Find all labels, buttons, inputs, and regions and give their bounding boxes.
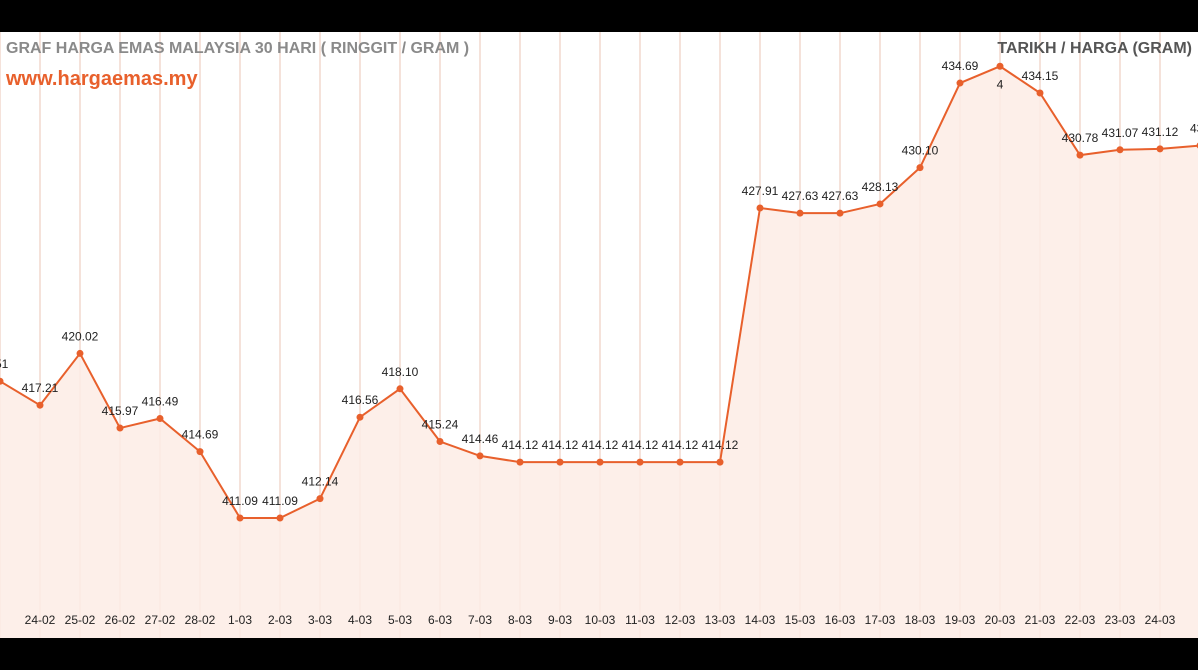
x-tick-label: 26-02: [105, 613, 136, 627]
data-label: 414.12: [702, 438, 739, 452]
x-tick-label: 23-03: [1105, 613, 1136, 627]
data-point: [1116, 146, 1124, 154]
data-point: [916, 164, 924, 172]
data-point: [316, 495, 324, 503]
data-label: 414.46: [462, 432, 499, 446]
data-label: 416.49: [142, 394, 179, 408]
data-label: 414.12: [582, 438, 619, 452]
x-tick-label: 2-03: [268, 613, 292, 627]
x-tick-label: 28-02: [185, 613, 216, 627]
data-label: 427.63: [782, 189, 819, 203]
data-label: 415.97: [102, 404, 139, 418]
x-tick-label: 24-02: [25, 613, 56, 627]
data-label: 4: [997, 77, 1004, 91]
x-tick-label: 19-03: [945, 613, 976, 627]
x-tick-label: 6-03: [428, 613, 452, 627]
data-label: 414.12: [622, 438, 659, 452]
chart-title: GRAF HARGA EMAS MALAYSIA 30 HARI ( RINGG…: [6, 40, 470, 57]
x-tick-label: 22-03: [1065, 613, 1096, 627]
x-tick-label: 14-03: [745, 613, 776, 627]
chart-subtitle: www.hargaemas.my: [6, 68, 198, 90]
data-label: 430.78: [1062, 131, 1099, 145]
data-label: 434.69: [942, 59, 979, 73]
data-point: [716, 458, 724, 466]
data-label: 414.12: [662, 438, 699, 452]
data-point: [396, 385, 404, 393]
x-tick-label: 13-03: [705, 613, 736, 627]
data-point: [76, 349, 84, 357]
x-tick-label: 1-03: [228, 613, 252, 627]
data-point: [196, 448, 204, 456]
data-label: 431.12: [1142, 125, 1179, 139]
data-point: [636, 458, 644, 466]
data-label: 434.15: [1022, 69, 1059, 83]
data-point: [796, 209, 804, 217]
data-point: [556, 458, 564, 466]
data-point: [756, 204, 764, 212]
x-tick-label: 8-03: [508, 613, 532, 627]
data-point: [276, 514, 284, 522]
x-tick-label: 24-03: [1145, 613, 1176, 627]
x-tick-label: 3-03: [308, 613, 332, 627]
x-tick-label: 20-03: [985, 613, 1016, 627]
x-tick-label: 18-03: [905, 613, 936, 627]
x-tick-label: 17-03: [865, 613, 896, 627]
data-point: [876, 200, 884, 208]
data-point: [1076, 151, 1084, 159]
data-point: [596, 458, 604, 466]
data-point: [1036, 89, 1044, 97]
data-point: [476, 452, 484, 460]
area-fill: [0, 66, 1198, 638]
data-label: 428.13: [862, 180, 899, 194]
x-tick-label: 9-03: [548, 613, 572, 627]
x-tick-label: 25-02: [65, 613, 96, 627]
data-point: [516, 458, 524, 466]
x-tick-label: 10-03: [585, 613, 616, 627]
data-label: .51: [0, 357, 9, 371]
x-tick-label: 7-03: [468, 613, 492, 627]
data-point: [0, 377, 4, 385]
data-point: [836, 209, 844, 217]
data-label: 414.69: [182, 428, 219, 442]
x-tick-label: 15-03: [785, 613, 816, 627]
data-label: 414.12: [502, 438, 539, 452]
x-tick-label: 4-03: [348, 613, 372, 627]
data-point: [36, 401, 44, 409]
x-tick-label: 5-03: [388, 613, 412, 627]
data-label: 415.24: [422, 418, 459, 432]
x-tick-label: 11-03: [625, 613, 655, 627]
data-label: 411.09: [222, 494, 258, 508]
data-point: [676, 458, 684, 466]
data-label: 427.63: [822, 189, 859, 203]
data-label: 430.10: [902, 144, 939, 158]
data-point: [236, 514, 244, 522]
x-tick-label: 21-03: [1025, 613, 1056, 627]
data-label: 414.12: [542, 438, 579, 452]
x-tick-label: 16-03: [825, 613, 856, 627]
data-point: [116, 424, 124, 432]
data-label: 431.07: [1102, 126, 1139, 140]
data-label: 411.09: [262, 494, 298, 508]
data-label: 412.14: [302, 475, 339, 489]
data-label: 416.56: [342, 393, 379, 407]
data-label: 417.21: [22, 381, 59, 395]
data-label: 431: [1190, 122, 1198, 136]
legend: TARIKH / HARGA (GRAM): [997, 40, 1192, 57]
x-tick-label: 27-02: [145, 613, 176, 627]
data-point: [156, 414, 164, 422]
data-point: [356, 413, 364, 421]
data-point: [996, 62, 1004, 70]
data-label: 418.10: [382, 365, 419, 379]
data-label: 420.02: [62, 329, 99, 343]
data-point: [436, 438, 444, 446]
x-tick-label: 12-03: [665, 613, 696, 627]
data-label: 427.91: [742, 184, 779, 198]
data-point: [956, 79, 964, 87]
data-point: [1156, 145, 1164, 153]
